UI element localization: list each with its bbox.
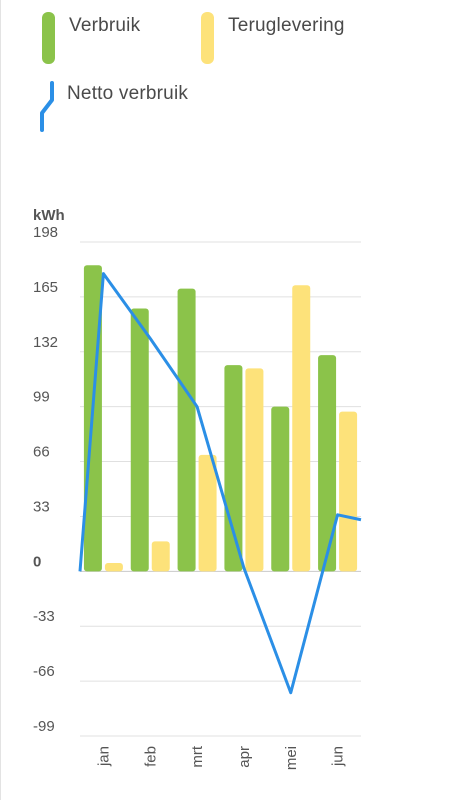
y-tick-label: 33 bbox=[33, 498, 50, 515]
y-tick-label: 198 bbox=[33, 224, 58, 241]
x-tick-label: jan bbox=[95, 746, 112, 767]
bar-verbruik-mrt[interactable] bbox=[177, 288, 196, 572]
x-tick-label: jun bbox=[330, 746, 347, 767]
bar-teruglevering-apr[interactable] bbox=[245, 368, 264, 572]
x-tick-label: apr bbox=[236, 746, 253, 768]
bar-teruglevering-jun[interactable] bbox=[339, 411, 358, 572]
legend-item-netto-verbruik[interactable]: Netto verbruik bbox=[39, 80, 188, 132]
legend-label: Verbruik bbox=[69, 15, 141, 36]
netto-verbruik-line bbox=[78, 272, 362, 695]
green-bar-swatch-icon bbox=[42, 12, 55, 64]
y-tick-label: 132 bbox=[33, 334, 58, 351]
bar-teruglevering-mrt[interactable] bbox=[198, 454, 217, 572]
bar-verbruik-apr[interactable] bbox=[224, 365, 243, 572]
legend-item-teruglevering[interactable]: Teruglevering bbox=[201, 12, 345, 64]
yellow-bar-swatch-icon bbox=[201, 12, 214, 64]
bar-teruglevering-feb[interactable] bbox=[151, 541, 170, 572]
y-tick-label: 0 bbox=[33, 553, 41, 570]
y-tick-label: 165 bbox=[33, 279, 58, 296]
bar-verbruik-feb[interactable] bbox=[130, 308, 149, 572]
legend-label: Netto verbruik bbox=[67, 83, 189, 104]
x-tick-label: mrt bbox=[189, 745, 206, 767]
bar-teruglevering-mei[interactable] bbox=[292, 285, 311, 572]
y-tick-label: -66 bbox=[33, 663, 55, 680]
bar-teruglevering-jan[interactable] bbox=[104, 563, 123, 572]
legend-label: Teruglevering bbox=[228, 15, 345, 36]
x-tick-label: mei bbox=[283, 746, 300, 770]
bar-verbruik-jun[interactable] bbox=[318, 355, 337, 572]
y-tick-label: -99 bbox=[33, 718, 55, 735]
y-tick-label: 99 bbox=[33, 389, 50, 406]
bar-verbruik-mei[interactable] bbox=[271, 406, 290, 572]
y-tick-label: -33 bbox=[33, 608, 55, 625]
y-axis-unit-label: kWh bbox=[33, 207, 65, 224]
y-tick-label: 66 bbox=[33, 444, 50, 461]
legend-item-verbruik[interactable]: Verbruik bbox=[42, 12, 140, 64]
blue-line-swatch-icon bbox=[40, 81, 54, 132]
kwh-chart: kWh 198 165 132 99 66 33 0 -33 -66 -99 jan feb mrt a… bbox=[33, 207, 362, 770]
x-tick-label: feb bbox=[142, 746, 159, 767]
